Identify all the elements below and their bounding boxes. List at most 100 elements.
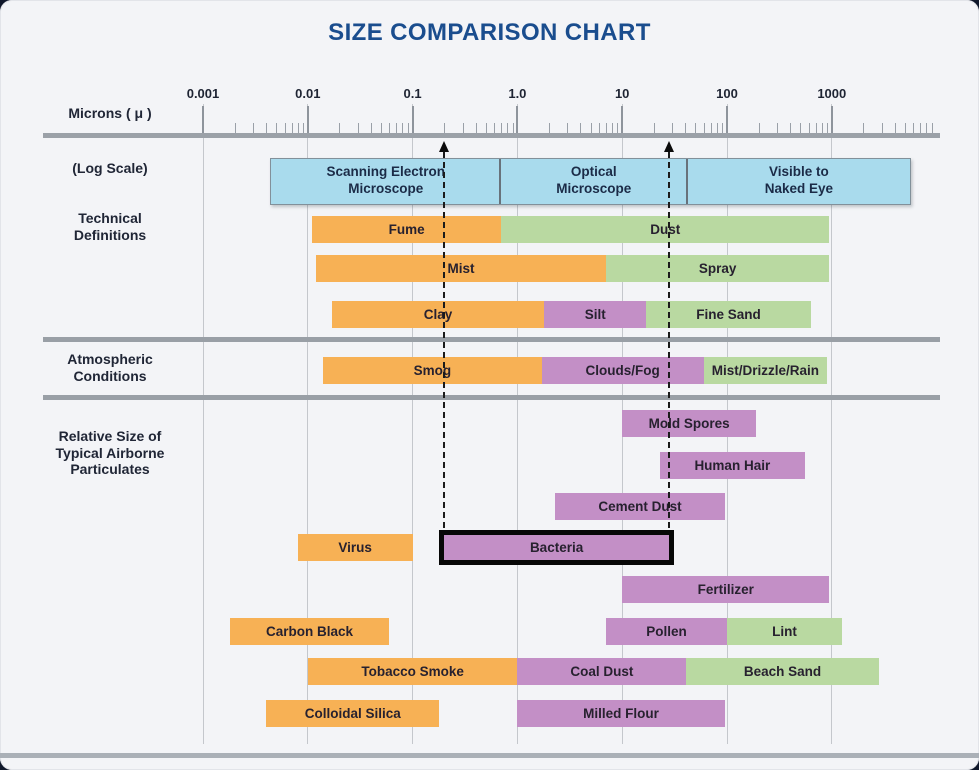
major-tick-10 bbox=[621, 106, 624, 134]
minor-tick bbox=[389, 123, 391, 134]
minor-tick bbox=[913, 123, 915, 134]
bar-lint: Lint bbox=[727, 618, 842, 645]
major-tick-0.01 bbox=[306, 106, 309, 134]
scope-divider bbox=[686, 159, 689, 204]
minor-tick bbox=[905, 123, 907, 134]
section-label-atmospheric-conditions: Atmospheric Conditions bbox=[67, 351, 153, 384]
section-label-technical-definitions: Technical Definitions bbox=[73, 210, 147, 243]
major-tick-1000 bbox=[830, 106, 833, 134]
minor-tick bbox=[357, 123, 359, 134]
marker-arrow-up bbox=[439, 141, 450, 152]
minor-tick bbox=[370, 123, 372, 134]
minor-tick bbox=[444, 123, 446, 134]
minor-tick bbox=[672, 123, 674, 134]
tick-label-0.01: 0.01 bbox=[295, 86, 321, 101]
minor-tick bbox=[695, 123, 697, 134]
bar-bacteria: Bacteria bbox=[444, 535, 670, 560]
bar-coal-dust: Coal Dust bbox=[517, 658, 687, 685]
minor-tick bbox=[462, 123, 464, 134]
minor-tick bbox=[800, 123, 802, 134]
bar-dust: Dust bbox=[501, 216, 830, 243]
minor-tick bbox=[598, 123, 600, 134]
minor-tick bbox=[381, 123, 383, 134]
minor-tick bbox=[485, 123, 487, 134]
marker-dashed-line bbox=[443, 152, 446, 528]
minor-tick bbox=[612, 123, 614, 134]
bar-mist: Mist bbox=[316, 255, 606, 282]
bar-pollen: Pollen bbox=[605, 618, 727, 645]
minor-tick bbox=[653, 123, 655, 134]
marker-dashed-line bbox=[668, 152, 671, 528]
bar-virus: Virus bbox=[297, 534, 413, 561]
scope-band-visible-to-naked-eye: Visible to Naked Eye bbox=[764, 164, 834, 196]
minor-tick bbox=[501, 123, 503, 134]
x-axis-line bbox=[43, 133, 940, 138]
minor-tick bbox=[339, 123, 341, 134]
minor-tick bbox=[894, 123, 896, 134]
chart-bottom-edge bbox=[0, 753, 979, 758]
minor-tick bbox=[863, 123, 865, 134]
minor-tick bbox=[284, 123, 286, 134]
gridline-0.1 bbox=[412, 104, 414, 744]
minor-tick bbox=[291, 123, 293, 134]
bar-colloidal-silica: Colloidal Silica bbox=[266, 700, 440, 727]
bar-human-hair: Human Hair bbox=[660, 452, 805, 479]
minor-tick bbox=[617, 123, 619, 134]
marker-arrow-up bbox=[664, 141, 675, 152]
minor-tick bbox=[685, 123, 687, 134]
minor-tick bbox=[808, 123, 810, 134]
bar-silt: Silt bbox=[544, 301, 647, 328]
bar-fertilizer: Fertilizer bbox=[622, 576, 830, 603]
minor-tick bbox=[931, 123, 933, 134]
minor-tick bbox=[926, 123, 928, 134]
minor-tick bbox=[567, 123, 569, 134]
scope-divider bbox=[499, 159, 502, 204]
minor-tick bbox=[815, 123, 817, 134]
bar-spray: Spray bbox=[605, 255, 830, 282]
minor-tick bbox=[234, 123, 236, 134]
tick-label-1000: 1000 bbox=[817, 86, 847, 101]
minor-tick bbox=[475, 123, 477, 134]
minor-tick bbox=[402, 123, 404, 134]
minor-tick bbox=[758, 123, 760, 134]
major-tick-0.001 bbox=[202, 106, 204, 134]
minor-tick bbox=[821, 123, 823, 134]
minor-tick bbox=[266, 123, 268, 134]
scope-band-optical-microscope: Optical Microscope bbox=[556, 164, 632, 196]
bar-milled-flour: Milled Flour bbox=[517, 700, 725, 727]
tick-label-0.1: 0.1 bbox=[403, 86, 422, 101]
scope-band-scanning-electron-microscope: Scanning Electron Microscope bbox=[326, 164, 446, 196]
minor-tick bbox=[276, 123, 278, 134]
separator-line-bottom bbox=[43, 395, 940, 400]
axis-label-log-scale: (Log Scale) bbox=[72, 160, 148, 176]
minor-tick bbox=[881, 123, 883, 134]
minor-tick bbox=[777, 123, 778, 134]
minor-tick bbox=[580, 123, 582, 134]
bar-beach-sand: Beach Sand bbox=[686, 658, 879, 685]
tick-label-100: 100 bbox=[716, 86, 738, 101]
bar-smog: Smog bbox=[323, 357, 542, 384]
minor-tick bbox=[548, 123, 550, 134]
gridline-0.001 bbox=[202, 104, 204, 744]
major-tick-100 bbox=[726, 106, 728, 134]
gridline-1000 bbox=[831, 104, 833, 744]
minor-tick bbox=[303, 123, 304, 134]
bar-fine-sand: Fine Sand bbox=[646, 301, 811, 328]
minor-tick bbox=[716, 123, 718, 134]
bar-mold-spores: Mold Spores bbox=[622, 410, 757, 437]
minor-tick bbox=[590, 123, 592, 134]
major-tick-0.1 bbox=[411, 106, 414, 134]
bar-tobacco-smoke: Tobacco Smoke bbox=[307, 658, 518, 685]
chart-title: SIZE COMPARISON CHART bbox=[328, 19, 651, 46]
section-label-relative-size-particulates: Relative Size of Typical Airborne Partic… bbox=[55, 428, 165, 477]
tick-label-0.001: 0.001 bbox=[186, 86, 220, 101]
tick-label-1.0: 1.0 bbox=[508, 86, 527, 101]
microscope-range-bar: Scanning Electron Microscope Optical Micr… bbox=[270, 158, 912, 205]
minor-tick bbox=[494, 123, 496, 134]
bar-cement-dust: Cement Dust bbox=[555, 493, 725, 520]
major-tick-1.0 bbox=[516, 106, 519, 134]
minor-tick bbox=[512, 123, 514, 134]
gridline-1.0 bbox=[516, 104, 518, 744]
gridline-0.01 bbox=[307, 104, 309, 744]
